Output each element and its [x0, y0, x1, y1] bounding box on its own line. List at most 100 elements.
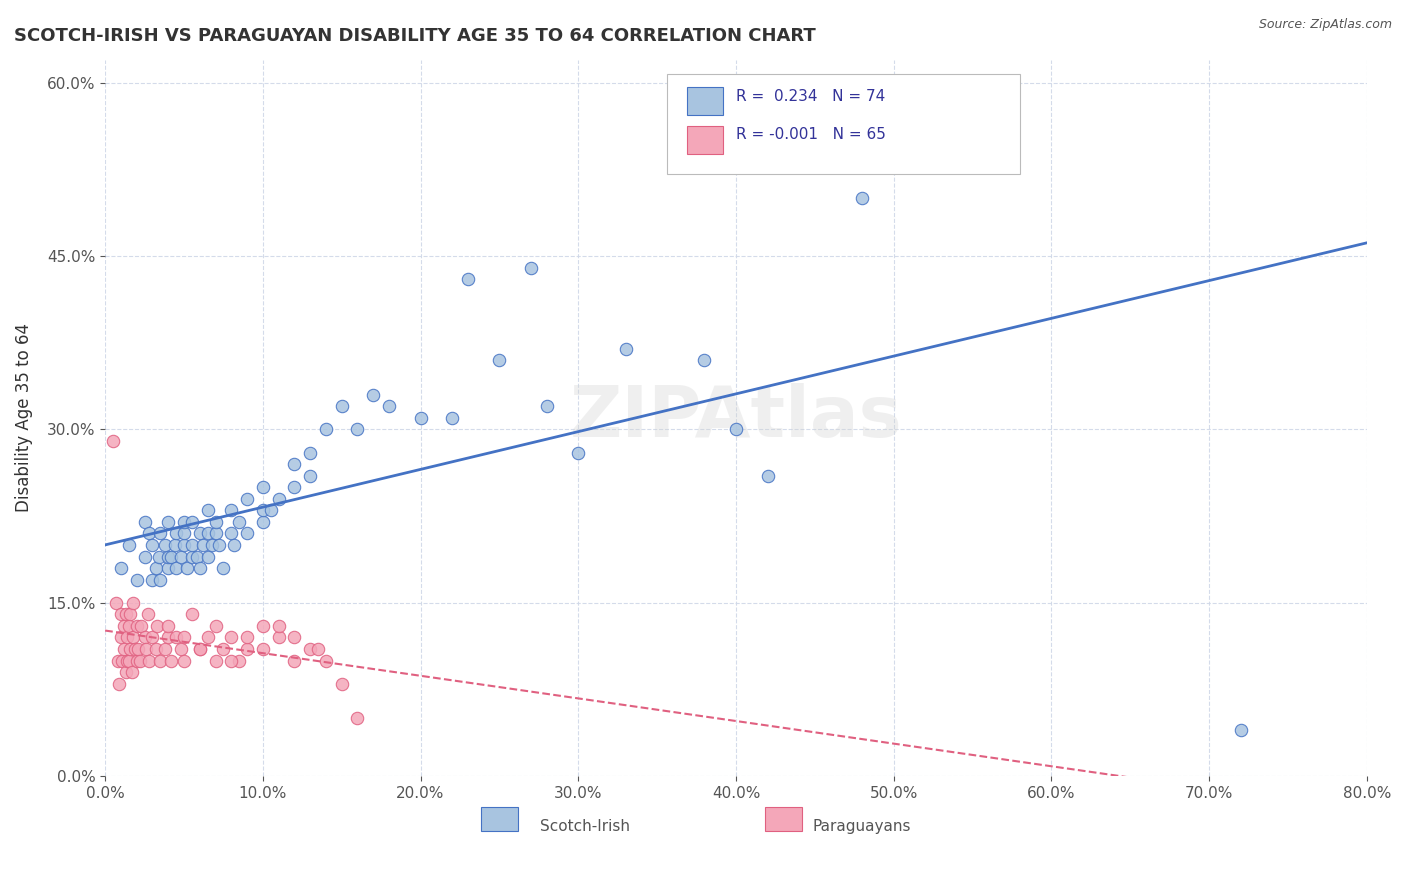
Point — [236, 491, 259, 506]
Point — [756, 468, 779, 483]
Point — [361, 388, 384, 402]
Point — [219, 631, 242, 645]
Point — [204, 515, 226, 529]
Point — [197, 549, 219, 564]
Point — [101, 434, 124, 448]
Point — [134, 549, 156, 564]
Point — [157, 515, 180, 529]
Text: ZIPAtlas: ZIPAtlas — [569, 384, 903, 452]
Point — [197, 631, 219, 645]
Point — [188, 642, 211, 657]
Point — [110, 561, 132, 575]
Point — [160, 549, 183, 564]
Point — [252, 480, 274, 494]
FancyBboxPatch shape — [686, 127, 723, 154]
Point — [236, 526, 259, 541]
Point — [197, 526, 219, 541]
Point — [111, 654, 134, 668]
Point — [173, 526, 195, 541]
Point — [1229, 723, 1251, 737]
Point — [252, 503, 274, 517]
Point — [157, 561, 180, 575]
Point — [724, 422, 747, 436]
Point — [173, 538, 195, 552]
Point — [283, 654, 305, 668]
Point — [108, 677, 131, 691]
Point — [204, 526, 226, 541]
Point — [110, 607, 132, 622]
Point — [267, 619, 290, 633]
Point — [219, 654, 242, 668]
Point — [118, 538, 141, 552]
Point — [267, 631, 290, 645]
Point — [141, 538, 163, 552]
Point — [165, 561, 187, 575]
Point — [149, 526, 172, 541]
Point — [112, 642, 135, 657]
Point — [346, 711, 368, 725]
Point — [224, 538, 246, 552]
Point — [520, 260, 543, 275]
Point — [457, 272, 479, 286]
Point — [115, 654, 138, 668]
Point — [145, 561, 167, 575]
Point — [122, 596, 145, 610]
Point — [138, 526, 160, 541]
Text: Scotch-Irish: Scotch-Irish — [540, 819, 630, 834]
Point — [378, 400, 401, 414]
Text: SCOTCH-IRISH VS PARAGUAYAN DISABILITY AGE 35 TO 64 CORRELATION CHART: SCOTCH-IRISH VS PARAGUAYAN DISABILITY AG… — [14, 27, 815, 45]
Point — [125, 573, 148, 587]
Point — [120, 607, 142, 622]
Point — [283, 631, 305, 645]
Point — [252, 642, 274, 657]
Point — [283, 457, 305, 471]
Point — [121, 665, 143, 680]
Point — [114, 607, 136, 622]
Text: R = -0.001   N = 65: R = -0.001 N = 65 — [735, 128, 886, 143]
Point — [188, 642, 211, 657]
Point — [149, 573, 172, 587]
Point — [135, 642, 157, 657]
Point — [330, 677, 353, 691]
Point — [260, 503, 283, 517]
Point — [170, 642, 193, 657]
Point — [127, 642, 149, 657]
Point — [124, 642, 146, 657]
Point — [228, 654, 250, 668]
Point — [141, 573, 163, 587]
Point — [180, 549, 202, 564]
Point — [105, 596, 128, 610]
Point — [173, 515, 195, 529]
Point — [134, 631, 156, 645]
Point — [228, 515, 250, 529]
Point — [204, 654, 226, 668]
Point — [148, 549, 170, 564]
Point — [114, 665, 136, 680]
Point — [236, 642, 259, 657]
Point — [252, 515, 274, 529]
Point — [201, 538, 224, 552]
Text: R =  0.234   N = 74: R = 0.234 N = 74 — [735, 89, 886, 104]
Point — [131, 619, 153, 633]
Point — [307, 642, 329, 657]
Point — [346, 422, 368, 436]
Point — [110, 631, 132, 645]
Point — [173, 654, 195, 668]
Point — [157, 619, 180, 633]
Point — [236, 631, 259, 645]
Point — [614, 342, 637, 356]
Text: Source: ZipAtlas.com: Source: ZipAtlas.com — [1258, 18, 1392, 31]
Point — [693, 353, 716, 368]
Point — [330, 400, 353, 414]
Point — [153, 642, 176, 657]
FancyBboxPatch shape — [765, 807, 801, 831]
FancyBboxPatch shape — [666, 74, 1019, 174]
Point — [299, 468, 322, 483]
Point — [188, 526, 211, 541]
Point — [567, 445, 589, 459]
Point — [252, 619, 274, 633]
Point — [441, 410, 464, 425]
Point — [125, 654, 148, 668]
Point — [138, 654, 160, 668]
Point — [315, 654, 337, 668]
